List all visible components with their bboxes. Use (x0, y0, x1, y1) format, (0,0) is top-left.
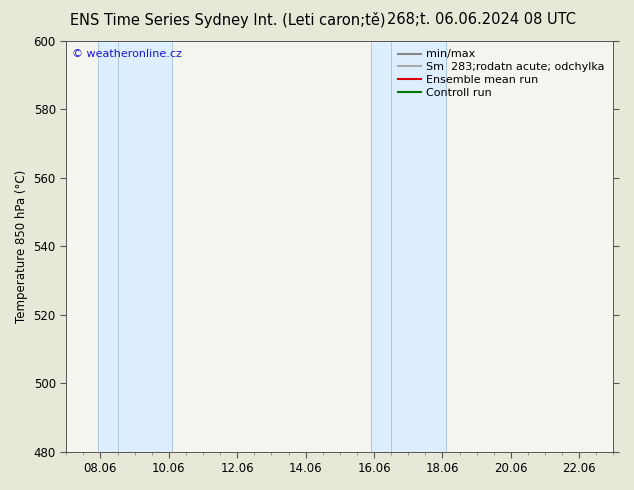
Bar (372, 41, 391, 452)
Y-axis label: Temperature 850 hPa (°C): Temperature 850 hPa (°C) (15, 170, 28, 323)
Bar (391, 41, 446, 452)
Bar (117, 41, 172, 452)
Text: 268;t. 06.06.2024 08 UTC: 268;t. 06.06.2024 08 UTC (387, 12, 576, 27)
Bar (98, 41, 117, 452)
Text: ENS Time Series Sydney Int. (Leti caron;tě): ENS Time Series Sydney Int. (Leti caron;… (70, 12, 386, 28)
Text: © weatheronline.cz: © weatheronline.cz (72, 49, 181, 59)
Legend: min/max, Sm  283;rodatn acute; odchylka, Ensemble mean run, Controll run: min/max, Sm 283;rodatn acute; odchylka, … (395, 46, 608, 101)
